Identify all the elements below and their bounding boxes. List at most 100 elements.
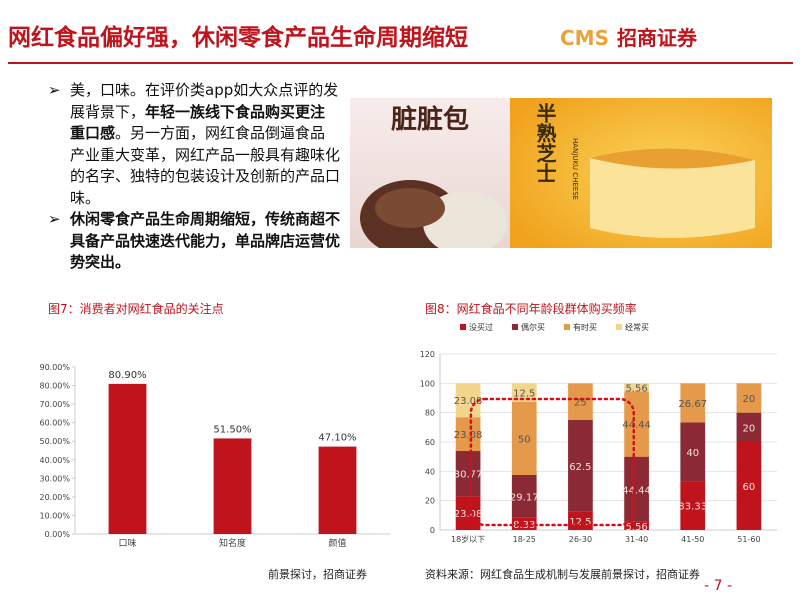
chart: 0 20 40 60 80 100 120 没买过 偶尔买 有时买 经常买 23.08 30.77 23.… xyxy=(420,322,777,544)
bar-segment xyxy=(736,383,762,413)
y-tick-label: 120 xyxy=(420,350,435,359)
highlight-box xyxy=(469,397,636,527)
bar-segment xyxy=(568,420,593,512)
x-tick-label: 颜值 xyxy=(328,537,346,549)
data-label: 20 xyxy=(743,423,756,434)
bar-segment xyxy=(455,383,481,418)
page-number: - 7 - xyxy=(704,578,732,594)
x-tick-label: 41-50 xyxy=(681,535,704,544)
logo-en: CMS xyxy=(560,26,609,50)
bullet-text: 美，口味。在评价类app如大众点评的发展背景下， xyxy=(70,81,339,121)
legend-label: 有时买 xyxy=(573,322,597,332)
bar xyxy=(318,446,357,534)
slide-title: 网红食品偏好强，休闲零食产品生命周期缩短 xyxy=(8,25,468,51)
image-right-text: 半熟芝士 xyxy=(533,102,557,183)
bar-segment xyxy=(511,475,537,518)
bar-segment xyxy=(511,401,537,475)
data-label: 25 xyxy=(574,398,587,409)
legend-label: 偶尔买 xyxy=(521,322,545,332)
y-tick-label: 20 xyxy=(425,497,435,506)
x-tick-label: 31-40 xyxy=(625,535,648,544)
data-label: 23.08 xyxy=(454,509,483,520)
bullet: 美，口味。在评价类app如大众点评的发展背景下，年轻一族线下食品购买更注重口感。… xyxy=(48,80,340,209)
data-label: 50 xyxy=(518,434,531,445)
y-tick-label: 40.00% xyxy=(39,456,70,465)
data-label: 5.56 xyxy=(625,522,647,533)
legend-swatch xyxy=(512,324,518,330)
data-label: 80.90% xyxy=(108,370,146,381)
y-tick-label: 10.00% xyxy=(39,511,70,520)
product-image: 脏脏包 半熟芝士 HANJUKU CHEESE xyxy=(350,98,772,248)
logo-cn: 招商证券 xyxy=(616,26,697,50)
y-tick-label: 30.00% xyxy=(39,474,70,483)
legend-label: 没买过 xyxy=(469,322,493,332)
data-label: 51.50% xyxy=(213,424,251,435)
logo: CMS 招商证券 xyxy=(560,22,697,51)
y-tick-label: 60.00% xyxy=(39,419,70,428)
x-tick-label: 口味 xyxy=(118,537,136,549)
bar-segment xyxy=(624,383,649,392)
bar-segment xyxy=(680,481,706,530)
bar-segment xyxy=(624,456,649,522)
bar-segment xyxy=(736,412,762,442)
y-tick-label: 90.00% xyxy=(39,363,70,372)
bar-segment xyxy=(736,442,762,530)
bar-segment xyxy=(680,422,706,482)
y-tick-label: 80.00% xyxy=(39,382,70,391)
data-label: 29.17 xyxy=(510,492,539,503)
y-tick-label: 70.00% xyxy=(39,400,70,409)
data-label: 23.08 xyxy=(454,396,483,407)
chart-title: 图7：消费者对网红食品的关注点 xyxy=(48,302,224,316)
bar-segment xyxy=(568,511,593,530)
bar-segment xyxy=(680,383,706,423)
bar-segment xyxy=(511,383,537,402)
y-tick-label: 20.00% xyxy=(39,493,70,502)
image-left-text: 脏脏包 xyxy=(391,104,469,135)
data-label: 33.33 xyxy=(678,502,707,513)
y-tick-label: 60 xyxy=(425,438,435,447)
bar xyxy=(108,383,147,534)
x-tick-label: 知名度 xyxy=(219,537,246,549)
data-label: 12.5 xyxy=(569,517,591,528)
y-tick-label: 40 xyxy=(425,467,435,476)
chart-title: 图8：网红食品不同年龄段群体购买频率 xyxy=(425,302,637,316)
bar-segment xyxy=(568,383,593,420)
data-label: 30.77 xyxy=(454,470,483,481)
legend-label: 经常买 xyxy=(625,322,649,332)
bar-segment xyxy=(455,417,481,452)
data-label: 12.5 xyxy=(513,389,535,400)
data-label: 44.44 xyxy=(622,420,651,431)
legend-swatch xyxy=(460,324,466,330)
data-label: 23.08 xyxy=(454,430,483,441)
bar-segment xyxy=(455,451,481,497)
chart: 0.00% 10.00% 20.00% 30.00% 40.00% 50.00% 60.00… xyxy=(39,363,390,549)
chart-source: 前景探讨，招商证券 xyxy=(268,568,367,581)
bullet-text: 休闲零食产品生命周期缩短，传统商超不具备产品快速迭代能力，单品牌店运营优势突出。 xyxy=(70,210,341,271)
data-label: 44.44 xyxy=(622,485,651,496)
x-tick-label: 51-60 xyxy=(737,535,760,544)
y-tick-label: 0.00% xyxy=(45,530,71,539)
x-tick-label: 18-25 xyxy=(513,535,536,544)
data-label: 40 xyxy=(686,448,699,459)
bullet-list: 美，口味。在评价类app如大众点评的发展背景下，年轻一族线下食品购买更注重口感。… xyxy=(48,80,340,274)
bar xyxy=(213,438,252,534)
legend-swatch xyxy=(616,324,622,330)
bullet-text: 。另一方面，网红食品倒逼食品产业重大变革，网红产品一般具有趣味化的名字、独特的包… xyxy=(70,124,341,207)
data-label: 47.10% xyxy=(318,433,356,444)
y-tick-label: 50.00% xyxy=(39,437,70,446)
chart-source: 资料来源：网红食品生成机制与发展前景探讨，招商证券 xyxy=(425,568,700,581)
bullet: 休闲零食产品生命周期缩短，传统商超不具备产品快速迭代能力，单品牌店运营优势突出。 xyxy=(48,209,340,274)
y-tick-label: 0 xyxy=(430,526,435,535)
image-right-sub: HANJUKU CHEESE xyxy=(571,138,579,200)
data-label: 26.67 xyxy=(678,399,707,410)
data-label: 60 xyxy=(743,482,756,493)
y-tick-label: 80 xyxy=(425,409,435,418)
y-tick-label: 100 xyxy=(420,379,435,388)
data-label: 62.5 xyxy=(569,462,591,473)
x-tick-label: 18岁以下 xyxy=(451,534,485,544)
bullet-text: 年轻一族线下食品购买更注重口感 xyxy=(70,102,326,143)
x-tick-label: 26-30 xyxy=(569,535,592,544)
legend-swatch xyxy=(564,324,570,330)
data-label: 20 xyxy=(743,394,756,405)
